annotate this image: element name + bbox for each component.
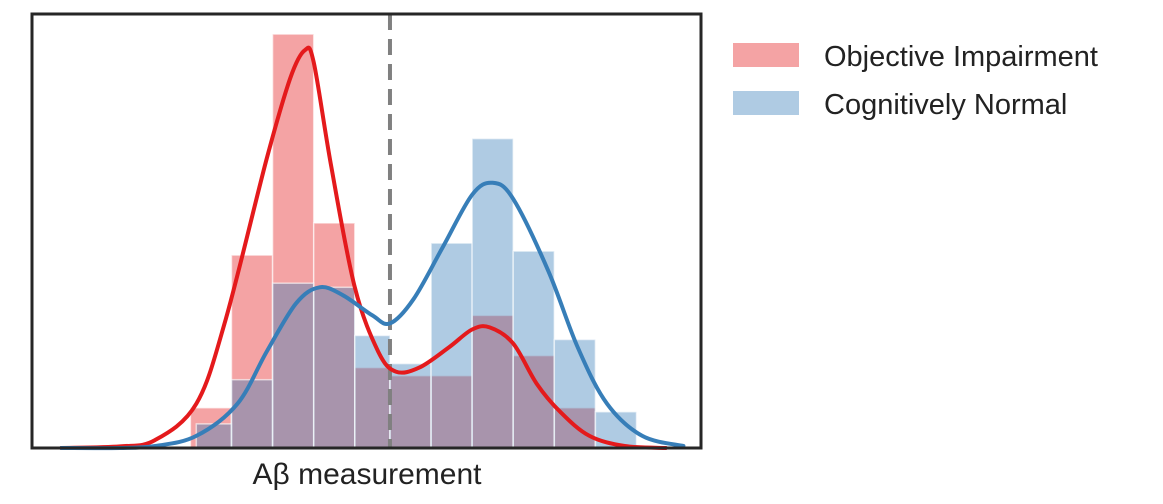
x-axis-label: Aβ measurement bbox=[252, 458, 482, 491]
histogram-bar-series-1-bin-3 bbox=[312, 286, 356, 449]
histogram-bar-series-1-bin-7 bbox=[471, 137, 514, 449]
legend-label-0: Objective Impairment bbox=[824, 41, 1098, 73]
density-curves bbox=[59, 45, 686, 451]
histogram-bar-series-1-bin-1 bbox=[230, 378, 274, 449]
plot-frame bbox=[30, 12, 703, 450]
histogram-bar-series-1-bin-9 bbox=[553, 338, 597, 449]
legend-swatch-0 bbox=[733, 43, 799, 67]
histogram-bars bbox=[189, 33, 638, 449]
histogram-bar-series-0-bin-2 bbox=[271, 33, 315, 449]
histogram-bar-series-1-bin-8 bbox=[512, 250, 556, 449]
legend-swatch-1 bbox=[733, 91, 799, 115]
histogram-bar-series-1-bin-5 bbox=[389, 362, 432, 449]
legend: Objective Impairment Cognitively Normal bbox=[733, 41, 1098, 121]
legend-label-1: Cognitively Normal bbox=[824, 89, 1067, 121]
kde-curve-series-0 bbox=[59, 45, 668, 450]
histogram-bar-series-1-bin-4 bbox=[354, 334, 391, 449]
kde-curve-series-1 bbox=[59, 180, 686, 451]
